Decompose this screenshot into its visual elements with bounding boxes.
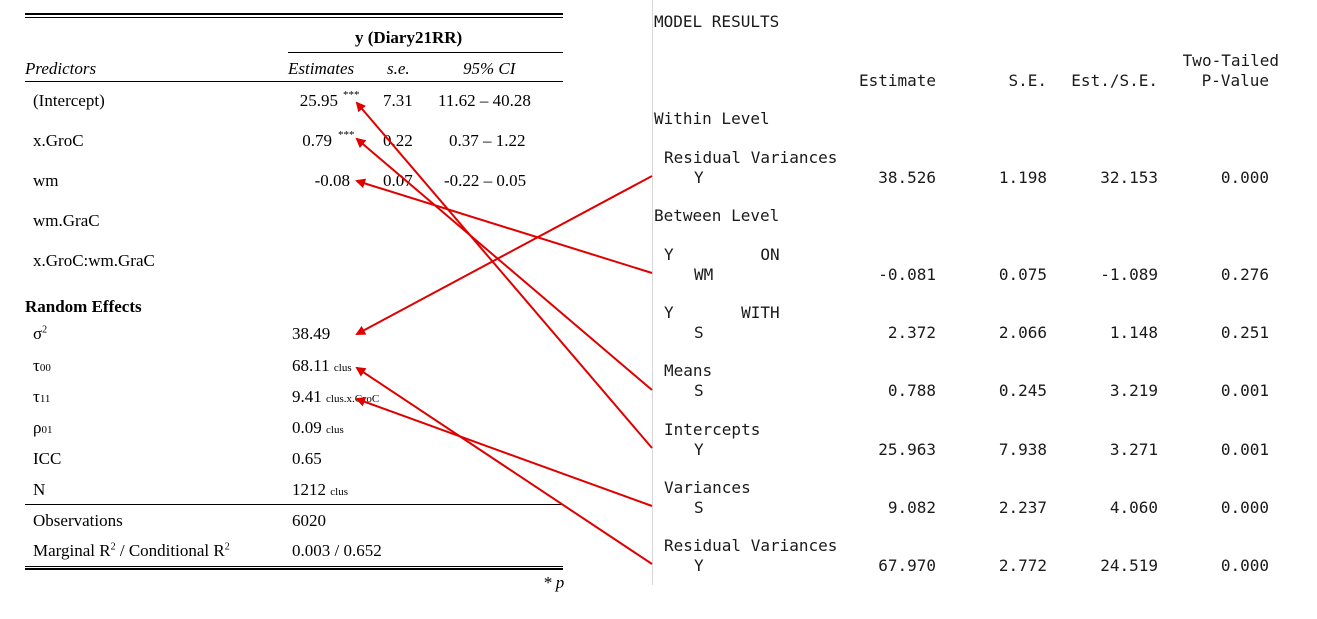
se-cell: 1.198 [998,168,1047,187]
header-estimates: Estimates [288,59,355,78]
pvalue-cell: 0.000 [1220,556,1269,575]
parameter-variable: Y [694,168,704,187]
pvalue-cell: 0.000 [1220,168,1269,187]
mplus-output: MODEL RESULTS Estimate S.E. Est./S.E. Tw… [652,0,1317,585]
observations-label: Observations [33,511,123,530]
random-value: 9.41 clus.x.GroC [292,387,380,406]
ratio-cell: 3.219 [1109,381,1158,400]
pvalue-cell: 0.251 [1220,323,1269,342]
pvalue-cell: 0.000 [1220,498,1269,517]
parameter-label: Residual Variances [664,148,838,167]
estimate-cell: 9.082 [887,498,936,517]
random-value: 0.09 clus [292,418,344,437]
estimate-cell: 38.526 [878,168,936,187]
random-term: τ00 [33,356,51,375]
estimate-value: 25.95 [299,91,338,110]
r2-value: 0.003 / 0.652 [292,541,382,560]
estimate-value: 0.79 [302,131,332,150]
between-level-heading: Between Level [654,206,780,225]
ratio-cell: -1.089 [1100,265,1158,284]
random-term: ICC [33,449,62,468]
predictor-name: x.GroC:wm.GraC [33,251,155,270]
parameter-label: Y WITH [664,303,780,322]
se-cell: 0.075 [998,265,1047,284]
ci-value: 0.37 – 1.22 [449,131,526,150]
header-rule [25,81,563,82]
estimate-cell: 0.788 [887,381,936,400]
parameter-label: Intercepts [664,420,761,439]
se-cell: 0.245 [998,381,1047,400]
parameter-variable: Y [694,440,704,459]
ci-value: -0.22 – 0.05 [444,171,527,190]
header-predictors: Predictors [25,59,97,78]
se-value: 0.22 [383,131,413,150]
significance-stars: *** [338,129,355,141]
within-level-heading: Within Level [654,109,770,128]
se-cell: 2.772 [998,556,1047,575]
se-cell: 7.938 [998,440,1047,459]
parameter-label: Variances [664,478,751,497]
table-bottom-rule [25,568,563,570]
random-term: N [33,480,46,499]
random-term: ρ01 [33,418,53,437]
parameter-variable: S [694,498,704,517]
header-ci: 95% CI [463,59,516,78]
ratio-cell: 4.060 [1109,498,1158,517]
col-se: S.E. [1008,71,1047,90]
se-value: 7.31 [383,91,413,110]
estimate-cell: 2.372 [887,323,936,342]
header-subrule [288,52,563,53]
predictor-name: (Intercept) [33,91,105,110]
random-value: 68.11 clus [292,356,352,375]
estimate-value: -0.08 [314,171,350,190]
col-pvalue-top: Two-Tailed [1182,51,1279,70]
parameter-variable: S [694,381,704,400]
parameter-variable: Y [694,556,704,575]
ratio-cell: 24.519 [1100,556,1158,575]
random-value: 38.49 [292,324,331,343]
r2-label: Marginal R2 / Conditional R2 [33,541,230,560]
se-cell: 2.237 [998,498,1047,517]
random-effects-title: Random Effects [25,297,142,316]
pvalue-cell: 0.276 [1220,265,1269,284]
header-se: s.e. [387,59,410,78]
parameter-label: Y ON [664,245,780,264]
estimate-cell: -0.081 [878,265,936,284]
random-term: σ2 [33,324,48,343]
se-cell: 2.066 [998,323,1047,342]
regression-table: y (Diary21RR) Predictors Estimates s.e. … [0,0,600,619]
estimate-cell: 25.963 [878,440,936,459]
output-title: MODEL RESULTS [654,12,780,31]
parameter-label: Means [664,361,713,380]
table-top-rule [25,13,563,15]
pvalue-cell: 0.001 [1220,440,1269,459]
random-value: 0.65 [292,449,322,468]
col-pvalue-bottom: P-Value [1201,71,1269,90]
summary-rule [25,504,563,505]
se-value: 0.07 [383,171,413,190]
significance-stars: *** [343,89,360,101]
col-estimate: Estimate [858,71,936,90]
col-ratio: Est./S.E. [1071,71,1158,90]
estimate-cell: 67.970 [878,556,936,575]
ci-value: 11.62 – 40.28 [438,91,531,110]
dependent-variable-title: y (Diary21RR) [355,28,463,47]
parameter-label: Residual Variances [664,536,838,555]
random-term: τ11 [33,387,51,406]
predictor-name: wm [33,171,59,190]
ratio-cell: 32.153 [1100,168,1158,187]
ratio-cell: 3.271 [1109,440,1158,459]
predictor-name: x.GroC [33,131,84,150]
random-value: 1212 clus [292,480,348,499]
parameter-variable: WM [694,265,714,284]
table-bottom-rule-thin [25,566,563,567]
ratio-cell: 1.148 [1109,323,1158,342]
predictor-name: wm.GraC [33,211,100,230]
footnote: * p [543,573,564,592]
observations-value: 6020 [292,511,326,530]
table-top-rule-thin [25,17,563,18]
pvalue-cell: 0.001 [1220,381,1269,400]
parameter-variable: S [694,323,704,342]
